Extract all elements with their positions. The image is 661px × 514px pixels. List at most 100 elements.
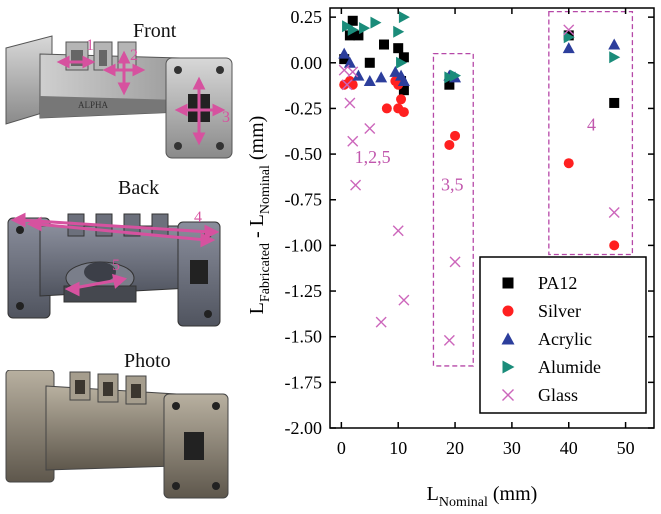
x-stroke (502, 389, 514, 401)
x-stroke (392, 225, 404, 237)
x-stroke (347, 135, 359, 147)
x-stroke (398, 294, 410, 306)
data-point-glass (364, 123, 376, 135)
data-point-alumide (563, 31, 575, 44)
callout-1: 1 (86, 37, 94, 54)
x-stroke (364, 123, 376, 135)
data-point-acrylic (343, 56, 356, 68)
series-pa12 (339, 15, 620, 108)
data-point-acrylic (363, 75, 376, 87)
x-tick-label: 40 (560, 438, 578, 458)
legend-label-acrylic: Acrylic (538, 329, 592, 349)
highlight-box (548, 11, 634, 256)
group-annotation: 1,2,5 (355, 147, 391, 167)
data-point-pa12 (353, 30, 364, 41)
data-point-pa12 (344, 30, 355, 41)
data-point-acrylic (338, 47, 351, 59)
data-point-alumide (393, 25, 405, 38)
x-tick-label: 0 (337, 438, 346, 458)
x-stroke (350, 179, 362, 191)
data-point-glass (443, 334, 455, 346)
data-point-glass (347, 66, 359, 78)
plot-area (329, 7, 655, 429)
y-tick-label: -0.50 (285, 144, 323, 164)
data-point-alumide (450, 69, 462, 82)
data-point-alumide (370, 16, 382, 29)
x-tick-label: 50 (617, 438, 635, 458)
series-glass (338, 24, 620, 346)
x-stroke (341, 79, 353, 91)
y-tick-label: -1.25 (285, 281, 323, 301)
x-tick-label: 30 (503, 438, 521, 458)
x-stroke (449, 256, 461, 268)
data-point-alumide (398, 11, 410, 24)
group-annotation: 3,5 (441, 175, 464, 195)
y-tick-label: -1.50 (285, 327, 323, 347)
legend-marker-alumide (502, 360, 515, 374)
data-point-acrylic (608, 38, 621, 50)
y-axis-label: LFabricated - LNominal (mm) (246, 116, 273, 315)
legend-marker-acrylic (501, 332, 515, 345)
series-silver (339, 76, 620, 251)
data-point-acrylic (375, 71, 388, 83)
photo-view-label: Photo (124, 350, 171, 372)
scatter-chart: 0.25 0.00 -0.25 -0.50 -0.75 -1.00 -1.25 -1.50 -1… (246, 7, 655, 510)
data-point-alumide (347, 23, 359, 36)
group-annotation: 4 (587, 114, 596, 134)
data-point-pa12 (347, 15, 358, 26)
part-engraving: ALPHA (78, 100, 109, 110)
x-stroke (338, 64, 350, 76)
legend-label-silver: Silver (538, 301, 581, 321)
x-stroke (375, 316, 387, 328)
data-point-glass (608, 207, 620, 219)
data-point-pa12 (364, 57, 375, 68)
front-view-render: ALPHA 1 2 3 (5, 35, 233, 159)
series-alumide (342, 11, 621, 84)
back-view-render: 4 5 (7, 209, 221, 327)
data-point-acrylic (562, 42, 575, 54)
data-point-silver (563, 158, 574, 169)
callout-3: 3 (222, 109, 230, 126)
x-stroke (563, 24, 575, 36)
data-point-silver (450, 130, 461, 141)
data-point-silver (398, 107, 409, 118)
x-stroke (344, 97, 356, 109)
data-point-pa12 (379, 39, 389, 50)
data-point-acrylic (352, 69, 365, 81)
data-point-glass (341, 79, 353, 91)
part-views-panel: Front ALPHA (0, 0, 240, 514)
data-point-glass (344, 97, 356, 109)
y-tick-label: -0.75 (285, 190, 323, 210)
y-tick-label: -0.25 (285, 98, 323, 118)
data-point-glass (350, 179, 362, 191)
x-axis-label: LNominal (mm) (427, 483, 538, 510)
data-point-alumide (359, 22, 371, 35)
data-point-glass (449, 256, 461, 268)
data-point-glass (347, 135, 359, 147)
x-stroke (608, 207, 620, 219)
data-point-pa12 (609, 97, 620, 108)
data-point-alumide (396, 56, 408, 69)
x-stroke (347, 66, 359, 78)
data-point-silver (444, 139, 455, 150)
data-point-glass (563, 24, 575, 36)
data-point-pa12 (444, 79, 455, 90)
y-tick-label: -2.00 (285, 418, 323, 438)
callout-2: 2 (130, 47, 138, 64)
data-point-silver (609, 240, 620, 251)
x-tick-label: 20 (446, 438, 464, 458)
y-tick-label: 0.25 (291, 7, 323, 27)
data-point-alumide (609, 51, 621, 64)
callout-5: 5 (112, 257, 120, 274)
front-view-label: Front (133, 20, 177, 42)
legend-marker-silver (502, 305, 514, 317)
data-point-glass (375, 316, 387, 328)
x-tick-label: 10 (389, 438, 407, 458)
data-point-silver (381, 103, 392, 114)
data-point-glass (392, 225, 404, 237)
x-stroke (443, 334, 455, 346)
legend-marker-glass (502, 389, 514, 401)
callout-4: 4 (194, 209, 202, 226)
data-point-pa12 (393, 43, 404, 54)
data-point-pa12 (398, 85, 409, 96)
